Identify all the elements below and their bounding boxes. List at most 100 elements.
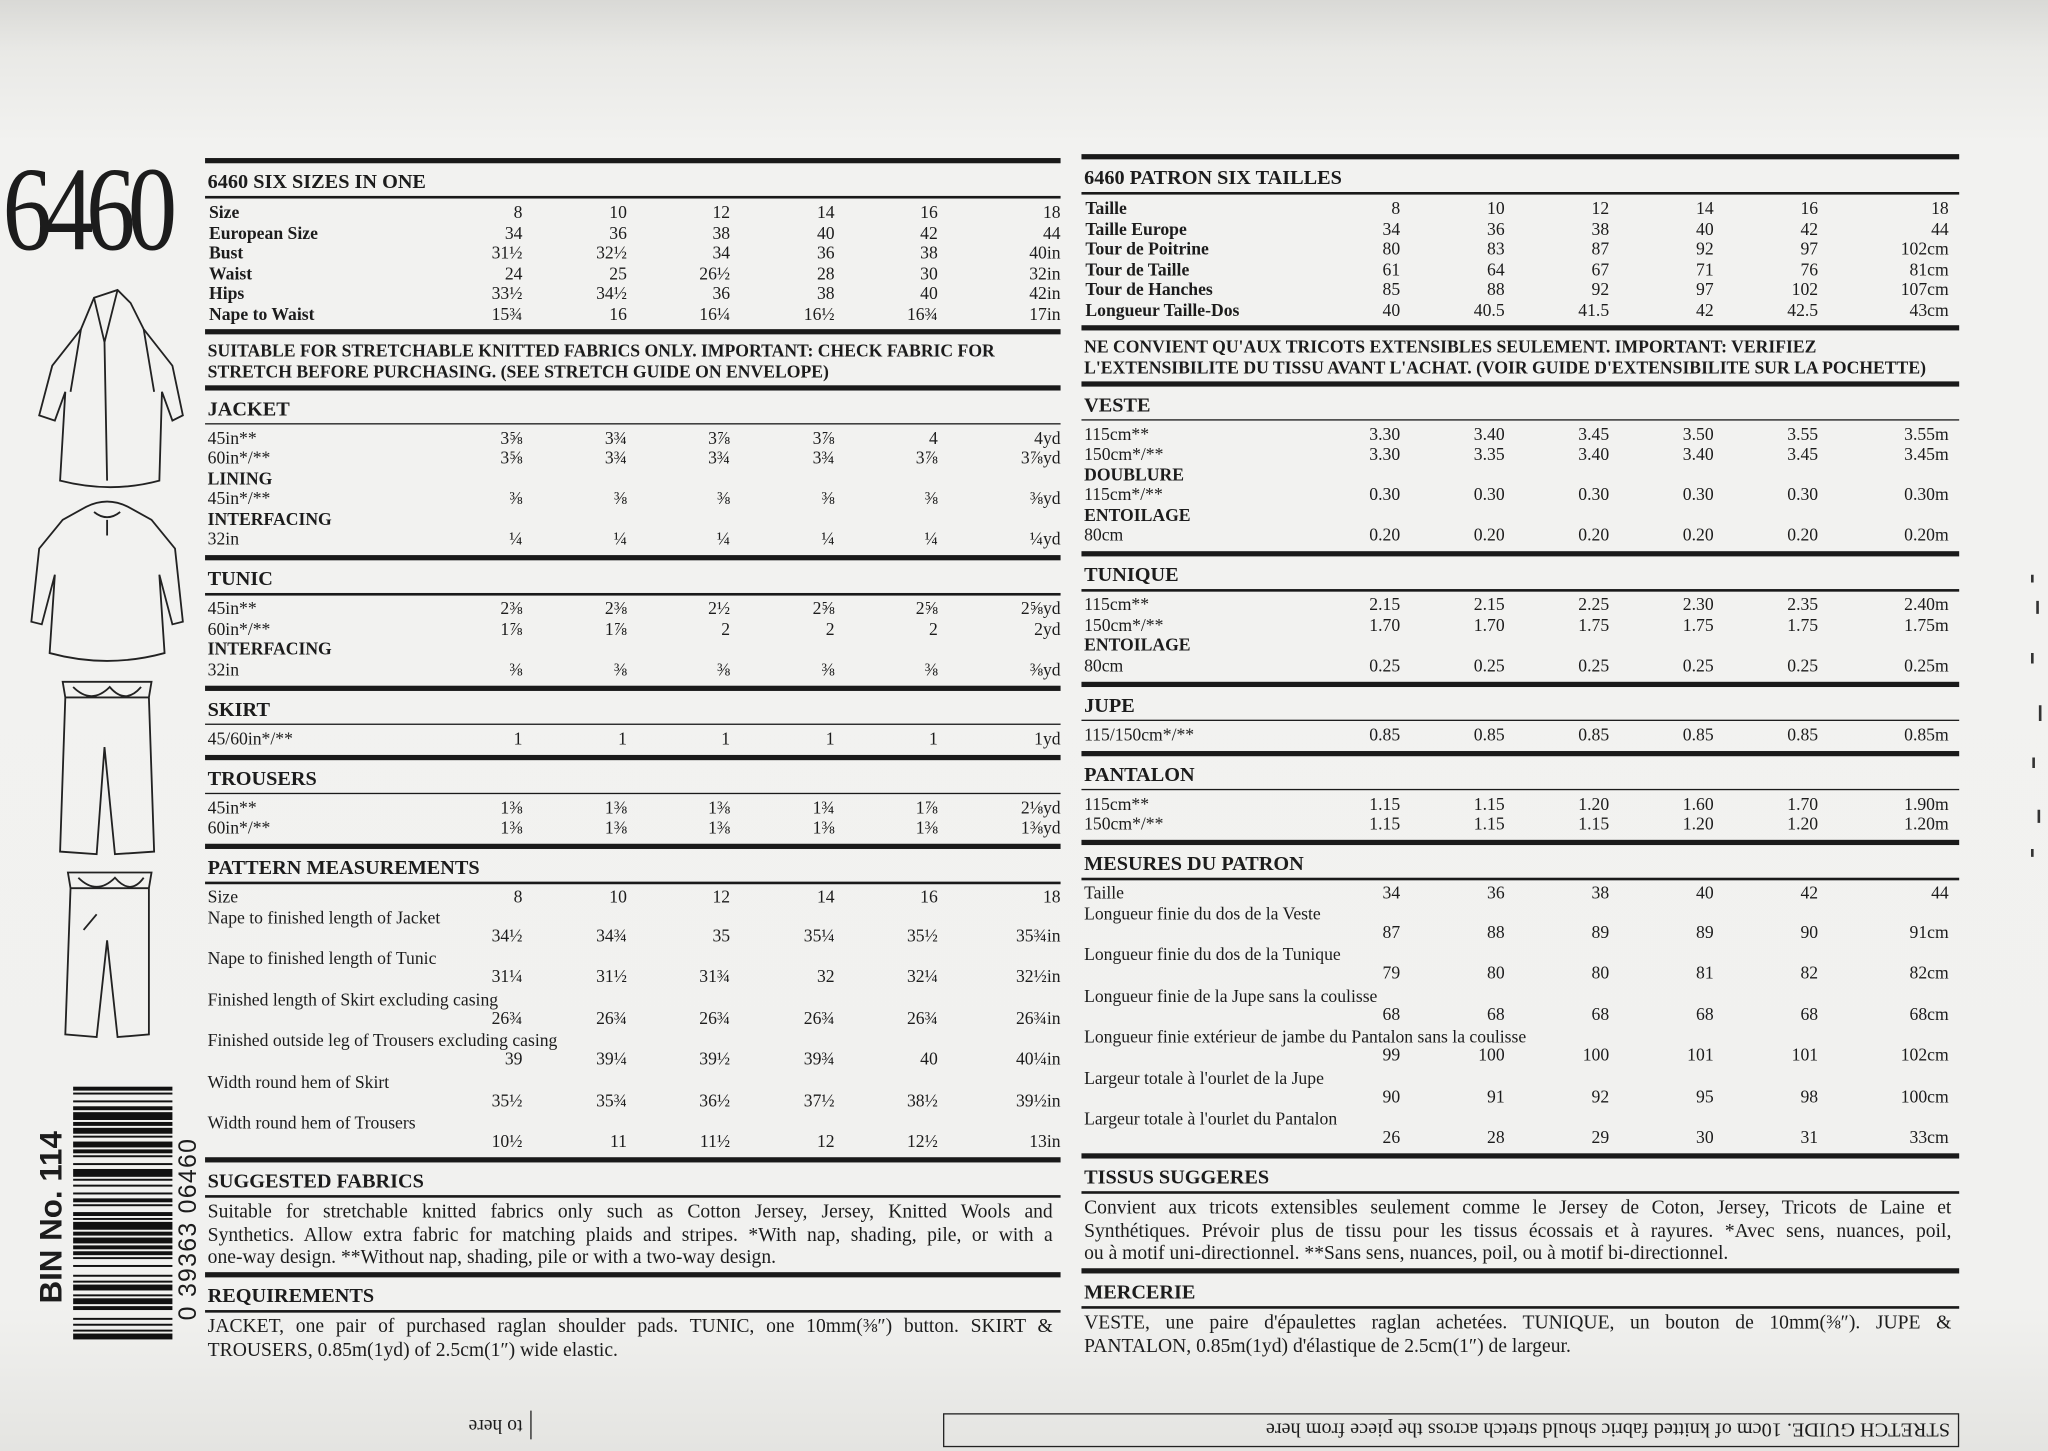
rule	[205, 593, 1061, 596]
cell: 40in	[1029, 242, 1061, 263]
section-heading: PANTALON	[1084, 763, 1195, 786]
cell: 32½in	[1015, 967, 1061, 987]
cell: 1	[618, 728, 627, 748]
cell: 34½	[491, 926, 523, 946]
cell: 79	[1382, 963, 1401, 983]
cell: ¼yd	[1029, 528, 1061, 549]
cell: 39½	[699, 1049, 731, 1069]
cell: 26¾	[491, 1008, 523, 1028]
cell: 87	[1382, 922, 1401, 942]
cell: 16	[1800, 198, 1819, 219]
cell: 1	[825, 728, 835, 748]
cell: 3.45m	[1904, 444, 1949, 464]
cell: 16¾	[906, 303, 938, 324]
cell: 0.25	[1473, 655, 1505, 675]
cell: 16	[920, 202, 938, 223]
cell: 2⅝	[915, 598, 938, 618]
rule	[1081, 324, 1960, 330]
cell: 89	[1695, 922, 1714, 942]
row-label: Longueur finie du dos de la Tunique	[1084, 944, 1341, 965]
row-label: 45in**	[207, 427, 257, 448]
section-heading: TROUSERS	[207, 767, 317, 790]
cell: ⅜	[821, 658, 835, 679]
row-label: 45in**	[207, 598, 257, 618]
cell: 90	[1800, 922, 1819, 942]
cell: 88	[1487, 279, 1505, 300]
cell: 2⅜	[500, 598, 523, 618]
cell: 36	[609, 222, 627, 243]
barcode-bar	[73, 1135, 173, 1138]
cell: 1.75	[1787, 614, 1819, 635]
cell: 12	[816, 1131, 835, 1151]
cell: 1⅜	[500, 797, 523, 817]
cell: ⅜yd	[1029, 488, 1061, 509]
barcode-bar	[73, 1178, 173, 1181]
cell: 18	[1931, 198, 1949, 219]
row-label: Nape to finished length of Jacket	[207, 907, 441, 928]
row-label: 80cm	[1084, 655, 1124, 675]
cell: 102	[1791, 279, 1819, 300]
cell: 42	[1695, 299, 1714, 320]
cell: 30	[920, 263, 938, 283]
section-heading: SKIRT	[207, 698, 270, 721]
cell: 85	[1382, 279, 1401, 300]
cell: 8	[513, 202, 523, 223]
barcode-bar	[73, 1264, 173, 1267]
cell: 0.25	[1578, 655, 1610, 675]
cell: 14	[1695, 198, 1714, 219]
cell: 11	[609, 1131, 627, 1151]
cell: 83	[1487, 239, 1505, 259]
notice: STRETCH BEFORE PURCHASING. (SEE STRETCH …	[207, 361, 829, 381]
rule	[205, 555, 1061, 561]
cell: 80	[1382, 239, 1401, 259]
barcode-bar	[73, 1221, 173, 1230]
cell: 1.70	[1473, 614, 1505, 635]
cell: ⅜	[924, 488, 938, 509]
cell: 71	[1695, 259, 1714, 279]
cell: 68	[1695, 1004, 1714, 1024]
cell: 3⅞	[812, 427, 835, 448]
cell: 1.15	[1473, 813, 1505, 834]
paragraph-line: Synthetics. Allow extra fabric for match…	[207, 1224, 1053, 1246]
cell: 1⅜yd	[1020, 817, 1061, 838]
cell: 16	[920, 886, 938, 907]
cell: 0.20	[1578, 525, 1610, 545]
cell: 40	[1695, 882, 1714, 903]
cell: 39¾	[803, 1049, 835, 1069]
section-heading: TUNIC	[207, 568, 273, 591]
cell: 3.45	[1578, 423, 1610, 444]
cell: 1⅞	[500, 618, 523, 639]
row-label: Nape to finished length of Tunic	[207, 948, 437, 969]
barcode	[73, 1086, 173, 1340]
cell: 17in	[1029, 303, 1061, 324]
cell: 14	[816, 202, 835, 223]
barcode-bar	[73, 1198, 173, 1203]
cell: 35¾in	[1015, 926, 1061, 946]
cell: 26½	[699, 263, 731, 283]
section-heading: TISSUS SUGGERES	[1084, 1166, 1270, 1189]
cell: 68	[1487, 1004, 1505, 1024]
cell: 1.15	[1369, 813, 1401, 834]
section-heading: 6460 PATRON SIX TAILLES	[1084, 167, 1342, 190]
rule	[1081, 788, 1960, 791]
rule	[205, 328, 1061, 334]
cell: 3¾	[708, 447, 731, 468]
cell: 82	[1800, 963, 1819, 983]
cell: 35¼	[803, 926, 835, 946]
cell: 36	[1487, 882, 1505, 903]
cell: 11½	[699, 1131, 731, 1151]
cell: 42	[920, 222, 938, 243]
cell: ⅜yd	[1029, 658, 1061, 679]
sub-heading: INTERFACING	[207, 638, 332, 659]
cell: 1.75	[1578, 614, 1610, 635]
barcode-bar	[73, 1217, 173, 1220]
cell: 26¾	[906, 1008, 938, 1028]
cell: 0.20	[1369, 525, 1401, 545]
barcode-bar	[73, 1100, 173, 1103]
cell: 3¾	[604, 447, 627, 468]
cell: 0.85	[1578, 724, 1610, 744]
cell: 1	[513, 728, 523, 748]
section-heading: REQUIREMENTS	[207, 1285, 375, 1308]
cell: 1⅜	[708, 797, 731, 817]
